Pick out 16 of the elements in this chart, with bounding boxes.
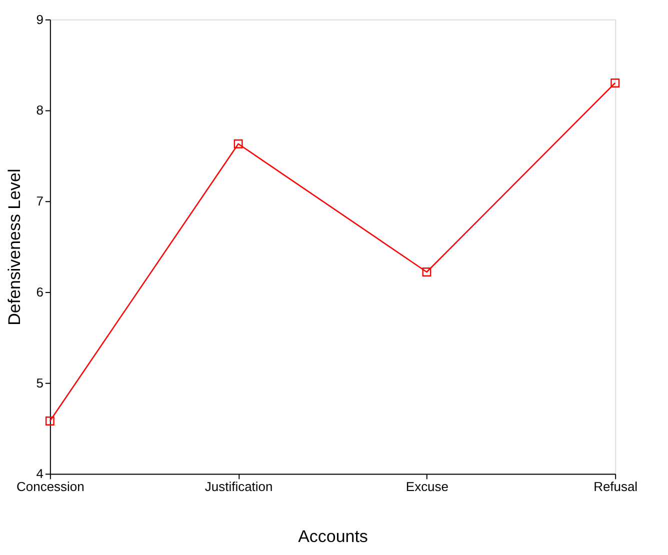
x-tick-label: Justification	[204, 479, 273, 494]
point	[422, 268, 432, 276]
y-tick-label: 7	[36, 194, 44, 209]
y-tick-label: 9	[36, 12, 44, 27]
x-axis-title: Accounts	[298, 527, 368, 546]
x-tick-label: Excuse	[406, 479, 448, 494]
y-tick-label: 6	[36, 284, 44, 300]
point	[610, 78, 620, 88]
x-tick-label: Refusal	[594, 479, 638, 494]
y-axis-title: Defensiveness Level	[5, 168, 24, 326]
point	[234, 139, 243, 148]
y-tick-label: 4	[36, 466, 44, 482]
point	[45, 416, 54, 426]
y-tick-label: 5	[36, 375, 44, 390]
x-tick-label: Concession	[16, 479, 84, 494]
y-tick-label: 8	[36, 102, 44, 118]
